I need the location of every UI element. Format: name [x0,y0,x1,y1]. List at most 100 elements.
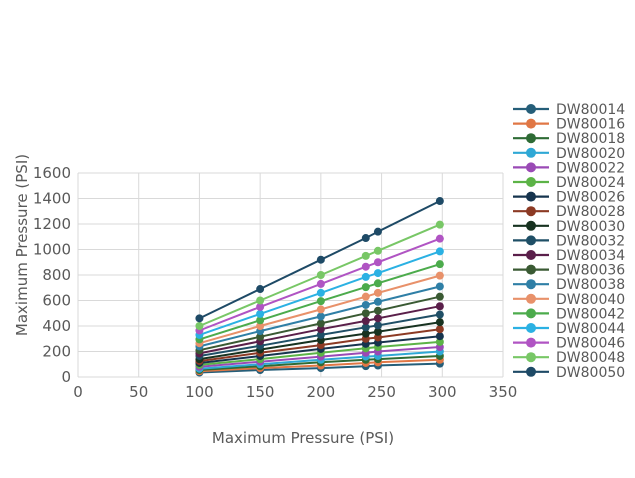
legend-item: DW80036 [513,263,625,279]
series-dw80036 [195,292,444,355]
legend-item: DW80032 [513,233,625,249]
data-point [361,323,370,332]
series-dw80046 [195,234,444,335]
legend-item: DW80034 [513,248,625,264]
data-point [256,285,265,294]
legend-marker [526,264,536,275]
series-line [199,335,441,364]
series-line [198,200,441,320]
x-tick-label: 0 [73,383,83,401]
legend-label: DW80036 [556,263,625,279]
series-line [199,358,440,373]
legend-item: DW80014 [513,102,625,118]
data-point [435,332,444,341]
legend-item: DW80020 [513,146,625,162]
y-tick-label: 1000 [33,241,71,259]
legend-marker [526,118,536,129]
y-axis-title: Maximum Pressure (PSI) [13,154,31,336]
data-point [361,283,370,292]
data-point [316,305,325,314]
series-line [199,355,440,371]
legend-label: DW80014 [556,102,625,118]
data-point [256,296,265,305]
legend-label: DW80032 [556,233,625,249]
data-point [373,288,382,297]
legend-item: DW80028 [513,204,625,220]
data-point [373,227,382,236]
legend-marker [526,366,536,377]
legend-item: DW80040 [513,292,625,308]
y-axis-ticks: 0 200 400 600 800 1000 1200 1400 1600 [33,164,71,386]
legend-label: DW80042 [556,306,625,322]
y-tick-label: 1200 [33,215,71,233]
data-point [361,262,370,271]
x-tick-label: 100 [185,383,214,401]
series-line [199,350,440,370]
series-dw80034 [195,302,444,358]
series-line [199,321,441,361]
data-point [435,302,444,311]
x-tick-label: 150 [246,383,275,401]
legend-item: DW80044 [513,321,625,337]
series-dw80048 [195,220,444,330]
legend-label: DW80038 [556,277,625,293]
legend-item: DW80038 [513,277,625,293]
legend-marker [526,323,536,333]
data-point [316,325,325,334]
series-dw80044 [195,247,444,339]
data-point [435,282,444,291]
data-point [435,234,444,243]
data-point [316,330,325,339]
series-line [199,305,441,355]
series-line [199,328,441,363]
legend-label: DW80046 [556,336,625,352]
data-point [361,300,370,309]
data-point [373,327,382,336]
legend-marker [526,220,536,231]
legend-marker [526,206,536,217]
legend-label: DW80030 [556,219,625,235]
y-tick-label: 200 [42,343,71,361]
data-point [373,306,382,315]
data-point [361,272,370,281]
legend-marker [526,133,536,144]
data-point [316,319,325,328]
y-tick-label: 800 [42,266,71,284]
x-tick-label: 50 [129,383,148,401]
legend: DW80014DW80016DW80018DW80020DW80022DW800… [513,102,625,381]
data-point [195,314,204,323]
legend-label: DW80034 [556,248,625,264]
series-line [199,250,441,336]
legend-item: DW80046 [513,336,625,352]
legend-item: DW80026 [513,190,625,206]
data-point [316,312,325,321]
series-line [199,263,441,341]
data-point [435,247,444,256]
legend-label: DW80028 [556,204,625,220]
legend-label: DW80020 [556,146,625,162]
legend-item: DW80022 [513,160,625,176]
series-line [199,362,440,374]
legend-label: DW80024 [556,175,625,191]
series-dw80050 [195,197,444,323]
data-point [256,309,265,318]
data-point [256,316,265,325]
legend-item: DW80030 [513,219,625,235]
data-point [435,220,444,229]
x-tick-label: 250 [367,383,396,401]
legend-marker [526,250,536,260]
data-point [256,322,265,330]
data-point [373,333,382,342]
data-point [316,271,325,279]
data-point [373,258,382,267]
legend-marker [526,104,536,114]
legend-item: DW80016 [513,117,625,133]
series-line [199,346,440,368]
legend-item: DW80042 [513,306,625,322]
data-point [316,288,325,297]
data-point [361,234,370,243]
legend-label: DW80050 [556,365,625,381]
legend-marker [526,279,536,290]
legend-label: DW80016 [556,117,625,133]
data-point [361,316,370,325]
